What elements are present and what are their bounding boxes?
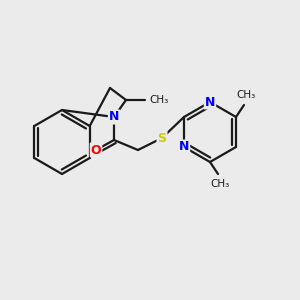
Text: CH₃: CH₃ <box>210 179 230 189</box>
Text: S: S <box>158 131 166 145</box>
Text: N: N <box>179 140 189 154</box>
Text: CH₃: CH₃ <box>149 95 168 105</box>
Text: N: N <box>109 110 119 124</box>
Text: O: O <box>91 143 101 157</box>
Text: CH₃: CH₃ <box>236 90 256 100</box>
Text: N: N <box>205 95 215 109</box>
